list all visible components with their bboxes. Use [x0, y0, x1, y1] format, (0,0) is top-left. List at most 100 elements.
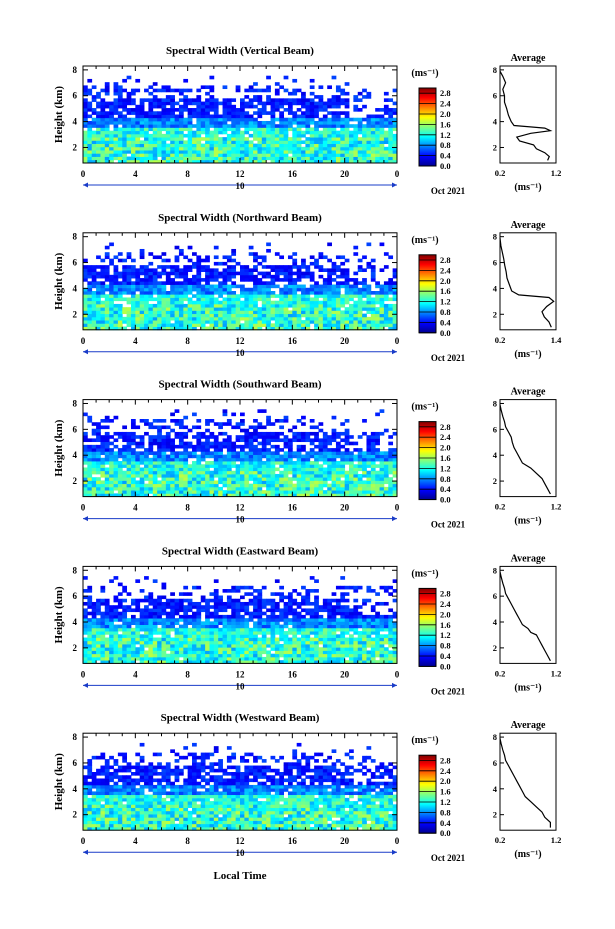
heatmap-cell: [322, 150, 328, 154]
heatmap-cell: [144, 124, 149, 128]
heatmap-cell: [174, 650, 180, 655]
heatmap-cell: [305, 265, 311, 269]
heatmap-cell: [144, 133, 149, 138]
heatmap-cell: [96, 140, 101, 144]
heatmap-cell: [335, 294, 341, 298]
heatmap-cell: [244, 457, 250, 462]
heatmap-cell: [305, 486, 311, 491]
heatmap-cell: [222, 261, 228, 266]
heatmap-cell: [109, 644, 114, 648]
heatmap-cell: [113, 124, 119, 128]
heatmap-cell: [83, 653, 88, 658]
heatmap-cell: [257, 261, 263, 266]
heatmap-cell: [357, 653, 363, 658]
heatmap-cell: [266, 640, 271, 645]
heatmap-cell: [122, 451, 128, 455]
heatmap-cell: [200, 323, 206, 327]
heatmap-cell: [161, 326, 167, 331]
heatmap-cell: [292, 464, 298, 468]
heatmap-cell: [279, 111, 285, 115]
heatmap-cell: [331, 438, 337, 443]
heatmap-cell: [309, 150, 315, 154]
heatmap-cell: [327, 461, 332, 465]
heatmap-cell: [109, 278, 114, 282]
heatmap-cell: [357, 316, 363, 321]
heatmap-cell: [165, 127, 171, 132]
heatmap-cell: [335, 255, 341, 260]
heatmap-cell: [178, 108, 184, 112]
heatmap-cell: [296, 448, 302, 452]
heatmap-cell: [205, 480, 210, 485]
heatmap-cell: [335, 647, 341, 651]
heatmap-cell: [296, 656, 302, 661]
heatmap-cell: [178, 486, 184, 491]
heatmap-cell: [327, 650, 332, 655]
heatmap-cell: [340, 640, 346, 645]
heatmap-cell: [392, 108, 398, 112]
heatmap-cell: [152, 150, 158, 154]
heatmap-cell: [287, 640, 293, 645]
heatmap-cell: [370, 457, 376, 462]
heatmap-cell: [314, 326, 319, 331]
heatmap-cell: [209, 271, 215, 276]
heatmap-cell: [157, 444, 162, 449]
heatmap-cell: [287, 117, 293, 122]
heatmap-cell: [274, 82, 280, 86]
heatmap-cell: [335, 133, 341, 138]
heatmap-cell: [296, 108, 302, 112]
heatmap-cell: [91, 291, 97, 295]
heatmap-cell: [113, 313, 119, 318]
heatmap-cell: [226, 490, 232, 494]
heatmap-cell: [205, 486, 210, 491]
heatmap-cell: [117, 448, 123, 452]
heatmap-cell: [104, 137, 110, 141]
heatmap-cell: [357, 287, 363, 292]
heatmap-cell: [388, 297, 394, 302]
heatmap-cell: [91, 143, 97, 148]
heatmap-cell: [366, 316, 372, 321]
heatmap-cell: [344, 159, 350, 164]
heatmap-cell: [135, 634, 141, 638]
heatmap-cell: [126, 252, 132, 256]
heatmap-cell: [135, 111, 141, 115]
heatmap-cell: [266, 451, 271, 455]
heatmap-cell: [248, 310, 254, 315]
heatmap-cell: [122, 660, 128, 664]
heatmap-cell: [314, 150, 319, 154]
heatmap-cell: [240, 438, 245, 443]
heatmap-cell: [274, 644, 280, 648]
heatmap-cell: [248, 156, 254, 161]
heatmap-cell: [183, 98, 189, 102]
heatmap-cell: [335, 470, 341, 475]
heatmap-cell: [296, 274, 302, 279]
heatmap-cell: [174, 120, 180, 125]
heatmap-cell: [144, 127, 149, 132]
heatmap-cell: [113, 268, 119, 272]
heatmap-cell: [362, 464, 367, 468]
heatmap-cell: [318, 483, 324, 488]
heatmap-cell: [248, 451, 254, 455]
heatmap-cell: [375, 490, 380, 494]
heatmap-cell: [226, 477, 232, 481]
heatmap-cell: [152, 297, 158, 302]
heatmap-cell: [301, 640, 306, 645]
heatmap-cell: [161, 284, 167, 289]
heatmap-cell: [192, 467, 197, 472]
heatmap-cell: [270, 647, 276, 651]
heatmap-cell: [100, 287, 106, 292]
heatmap-cell: [218, 140, 223, 144]
heatmap-cell: [274, 156, 280, 161]
heatmap-cell: [122, 143, 128, 148]
heatmap-cell: [87, 316, 93, 321]
heatmap-cell: [157, 425, 162, 430]
heatmap-cell: [104, 477, 110, 481]
heatmap-cell: [257, 95, 263, 99]
heatmap-cell: [370, 461, 376, 465]
heatmap-cell: [301, 448, 306, 452]
heatmap-cell: [283, 137, 289, 141]
average-x-tick-label: 1.2: [551, 502, 562, 512]
heatmap-cell: [379, 130, 385, 135]
heatmap-cell: [335, 444, 341, 449]
heatmap-cell: [248, 425, 254, 430]
heatmap-cell: [266, 310, 271, 315]
